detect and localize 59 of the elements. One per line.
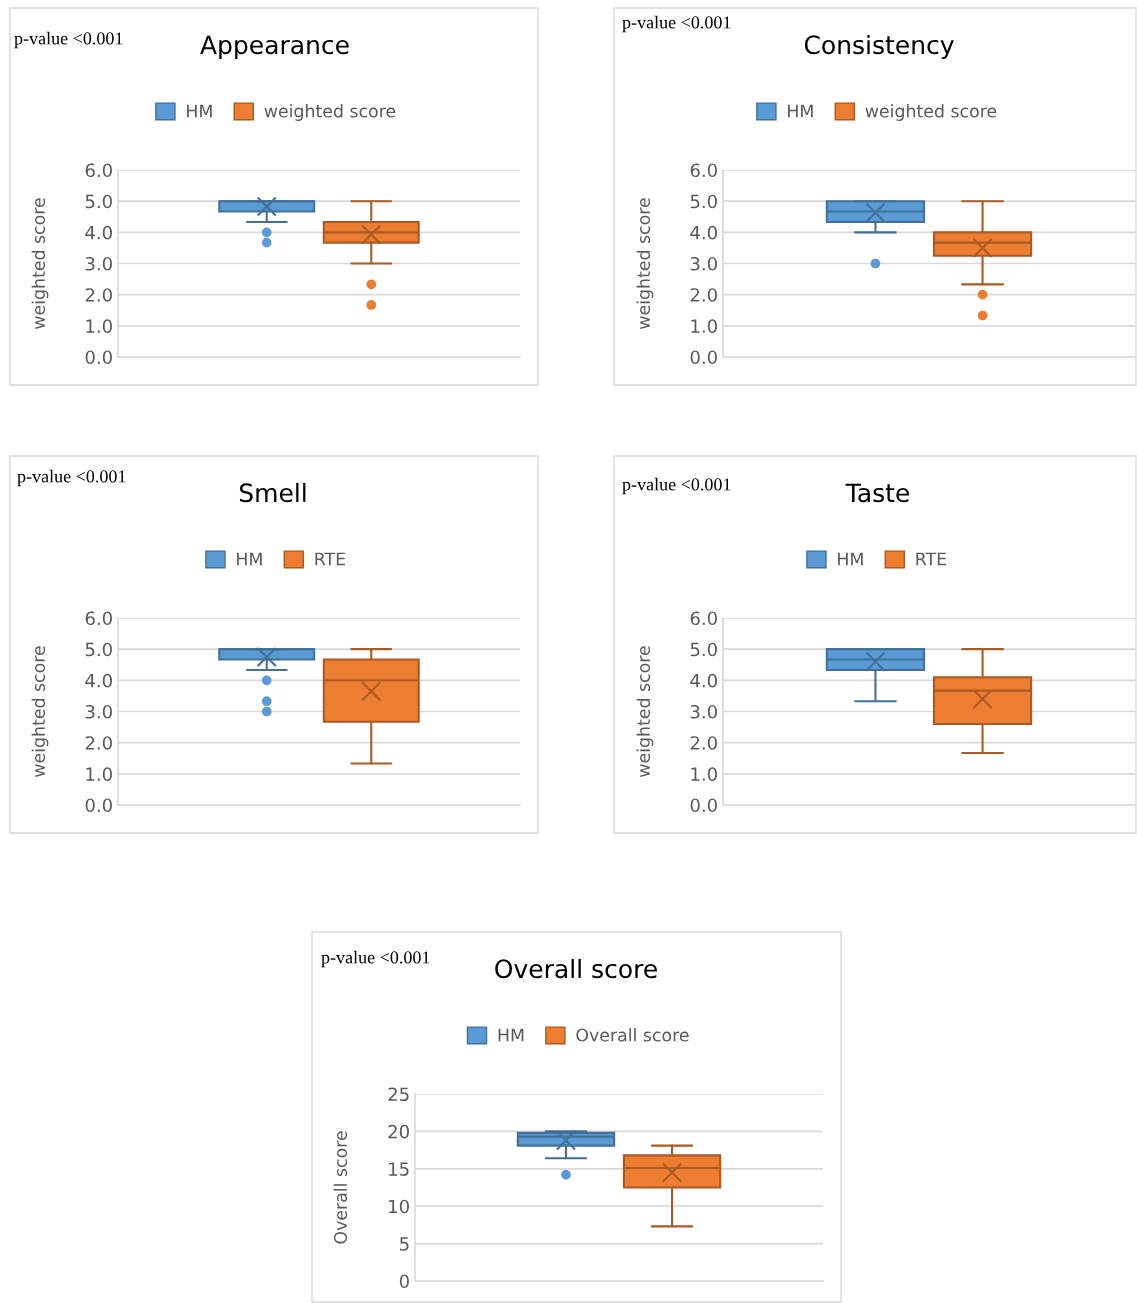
- y-tick-label: 15: [389, 1162, 409, 1176]
- y-tick-label: 5.0: [690, 194, 717, 209]
- y-tick-label: 3.0: [690, 704, 717, 719]
- legend-label: RTE: [916, 552, 947, 566]
- legend-label: HM: [498, 1028, 524, 1042]
- y-tick-label: 3.0: [690, 256, 717, 271]
- text: p-value <0.001: [14, 31, 123, 49]
- text: p-value <0.001: [17, 469, 126, 487]
- legend-label: Overall score: [576, 1028, 689, 1042]
- y-tick-label: 6.0: [85, 611, 112, 626]
- y-tick-label: 5.0: [85, 194, 112, 209]
- y-tick-label: 5: [400, 1237, 409, 1251]
- y-tick-label: 6.0: [690, 163, 717, 178]
- legend-label: HM: [237, 552, 262, 566]
- legend-label: weighted score: [865, 104, 997, 121]
- chart-title: Taste: [845, 483, 910, 503]
- y-tick-label: 6.0: [85, 163, 112, 178]
- y-tick-label: 10: [389, 1199, 409, 1214]
- y-tick-label: 0.0: [690, 350, 717, 365]
- y-tick-label: 1.0: [691, 319, 717, 333]
- legend-label: RTE: [315, 552, 346, 566]
- y-tick-label: 0: [399, 1274, 409, 1289]
- legend-label: HM: [838, 552, 863, 566]
- y-axis-title: weighted score: [31, 198, 49, 329]
- y-tick-label: 1.0: [86, 319, 112, 333]
- y-tick-label: 0.0: [690, 798, 717, 813]
- y-tick-label: 0.0: [85, 350, 112, 365]
- y-tick-label: 0.0: [85, 798, 112, 813]
- text: p-value <0.001: [622, 15, 731, 33]
- y-tick-label: 3.0: [85, 256, 112, 271]
- y-tick-label: 2.0: [690, 288, 717, 302]
- y-axis-title: weighted score: [636, 646, 654, 777]
- text: p-value <0.001: [321, 950, 430, 968]
- legend-label: HM: [187, 104, 212, 118]
- text: p-value <0.001: [622, 477, 731, 495]
- y-tick-label: 4.0: [85, 673, 112, 688]
- legend-label: HM: [788, 104, 813, 118]
- y-axis-title: Overall score: [333, 1131, 348, 1244]
- y-tick-label: 20: [388, 1124, 409, 1139]
- y-tick-label: 4.0: [85, 225, 112, 240]
- y-tick-label: 2.0: [690, 736, 717, 750]
- y-tick-label: 5.0: [690, 642, 717, 657]
- chart-title: Consistency: [804, 34, 954, 60]
- y-tick-label: 6.0: [690, 611, 717, 626]
- chart-title: Overall score: [495, 958, 657, 979]
- y-tick-label: 3.0: [85, 704, 112, 719]
- y-tick-label: 5.0: [85, 642, 112, 657]
- y-tick-label: 2.0: [85, 288, 112, 302]
- y-tick-label: 25: [388, 1087, 409, 1102]
- y-tick-label: 2.0: [85, 736, 112, 750]
- chart-title: Smell: [239, 482, 306, 503]
- y-tick-label: 1.0: [691, 767, 717, 781]
- y-axis-title: weighted score: [31, 646, 49, 777]
- legend-label: weighted score: [264, 104, 396, 121]
- y-tick-label: 4.0: [690, 673, 717, 688]
- chart-title: Appearance: [200, 35, 349, 60]
- y-axis-title: weighted score: [636, 198, 654, 329]
- y-tick-label: 1.0: [86, 767, 112, 781]
- y-tick-label: 4.0: [690, 225, 717, 240]
